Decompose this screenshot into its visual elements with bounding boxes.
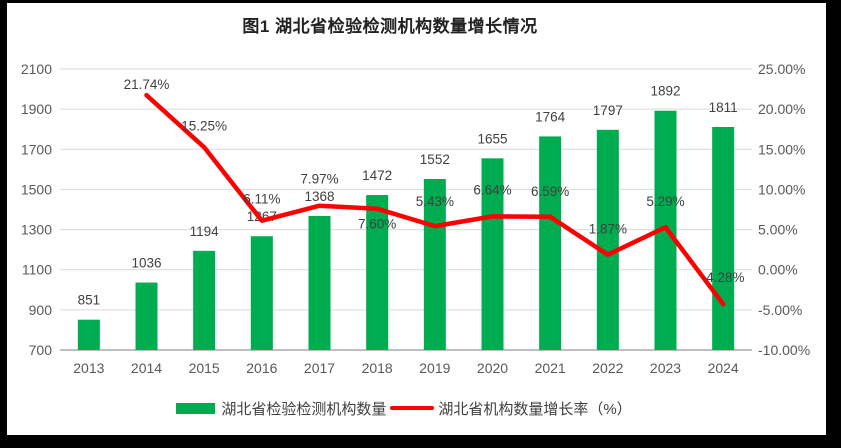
x-axis-tick: 2024 <box>708 360 739 376</box>
left-axis-tick: 2100 <box>21 61 52 77</box>
line-label-2017: 7.97% <box>300 172 338 187</box>
line-label-2020: 6.64% <box>473 182 511 197</box>
bar-2020 <box>481 158 504 350</box>
bar-2021 <box>539 136 562 350</box>
x-axis-tick: 2016 <box>246 360 277 376</box>
left-axis-tick: 1300 <box>21 222 52 238</box>
bar-label-2021: 1764 <box>535 109 566 124</box>
bar-label-2022: 1797 <box>593 103 623 118</box>
line-label-2018: 7.60% <box>358 217 396 232</box>
x-axis-tick: 2021 <box>535 360 566 376</box>
bar-2017 <box>308 215 331 350</box>
chart-title: 图1 湖北省检验检测机构数量增长情况 <box>242 17 538 36</box>
bar-label-2018: 1472 <box>362 168 392 183</box>
line-label-2022: 1.87% <box>589 222 627 237</box>
left-axis-tick: 700 <box>29 342 53 358</box>
right-axis-tick: 5.00% <box>758 222 798 238</box>
bar-2019 <box>423 178 446 350</box>
x-axis-tick: 2019 <box>419 360 450 376</box>
bar-label-2015: 1194 <box>190 224 220 239</box>
line-label-2019: 5.43% <box>416 194 454 209</box>
right-axis-tick: 0.00% <box>758 262 798 278</box>
legend-line-swatch-icon <box>390 406 435 410</box>
x-axis-tick: 2023 <box>650 360 681 376</box>
legend-bar-swatch-icon <box>176 402 216 414</box>
left-axis-tick: 1500 <box>21 181 52 197</box>
right-axis-tick: 10.00% <box>758 181 805 197</box>
bar-2016 <box>250 236 273 350</box>
legend-line-series-label: 湖北省机构数量增长率（%） <box>438 400 632 418</box>
bar-label-2020: 1655 <box>477 131 507 146</box>
line-label-2014: 21.74% <box>124 77 170 92</box>
bar-2024 <box>712 127 735 350</box>
x-axis-tick: 2013 <box>73 360 104 376</box>
line-label-2024: -4.28% <box>702 270 745 285</box>
bar-2018 <box>366 195 389 350</box>
bar-label-2013: 851 <box>78 293 101 308</box>
line-label-2015: 15.25% <box>181 118 227 133</box>
x-axis-tick: 2018 <box>362 360 393 376</box>
chart-legend: 湖北省检验检测机构数量 湖北省机构数量增长率（%） <box>58 399 750 418</box>
x-axis-tick: 2014 <box>131 360 162 376</box>
line-label-2021: 6.59% <box>531 184 569 199</box>
x-axis-tick: 2017 <box>304 360 335 376</box>
line-label-2023: 5.29% <box>646 194 684 209</box>
bar-2015 <box>193 250 216 350</box>
bar-2014 <box>135 282 158 350</box>
left-axis-tick: 1900 <box>21 101 52 117</box>
bar-label-2023: 1892 <box>650 84 680 99</box>
bar-label-2014: 1036 <box>131 256 161 271</box>
line-label-2016: 6.11% <box>243 192 280 207</box>
legend-bar-series-label: 湖北省检验检测机构数量 <box>221 400 387 418</box>
left-axis-tick: 1100 <box>22 262 52 278</box>
x-axis-tick: 2022 <box>592 360 623 376</box>
right-axis-tick: -5.00% <box>758 302 802 318</box>
left-axis-tick: 900 <box>29 302 53 318</box>
left-axis-tick: 1700 <box>21 141 52 157</box>
right-axis-tick: 25.00% <box>758 61 805 77</box>
bar-label-2024: 1811 <box>709 100 738 115</box>
growth-rate-line <box>144 92 726 307</box>
x-axis-tick: 2015 <box>189 360 220 376</box>
bar-2022 <box>596 129 619 350</box>
bar-label-2019: 1552 <box>420 152 450 167</box>
x-axis-tick: 2020 <box>477 360 508 376</box>
bar-label-2017: 1368 <box>304 189 334 204</box>
right-axis-tick: 20.00% <box>758 101 805 117</box>
bar-2013 <box>77 319 100 350</box>
right-axis-tick: -10.00% <box>758 342 810 358</box>
right-axis-tick: 15.00% <box>758 141 805 157</box>
